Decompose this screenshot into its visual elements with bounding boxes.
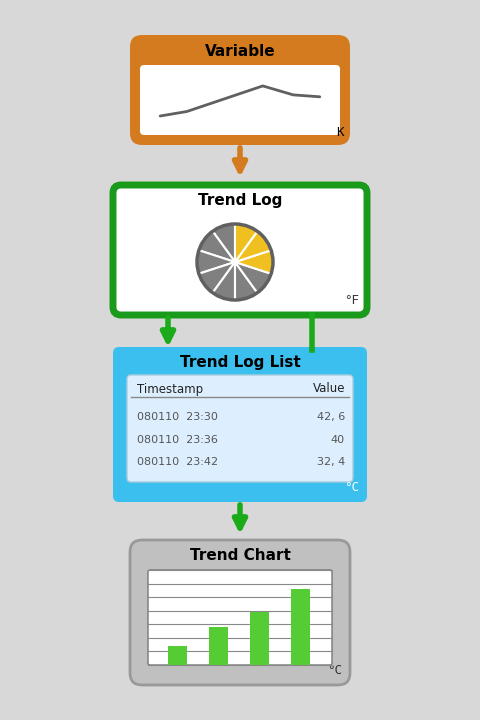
Text: Trend Chart: Trend Chart: [190, 549, 290, 564]
Text: 32, 4: 32, 4: [317, 457, 345, 467]
Polygon shape: [235, 262, 271, 293]
FancyBboxPatch shape: [127, 375, 353, 482]
Polygon shape: [213, 262, 235, 300]
Polygon shape: [213, 224, 235, 262]
Polygon shape: [235, 262, 257, 300]
Bar: [209, 627, 228, 665]
Text: 42, 6: 42, 6: [317, 413, 345, 423]
Text: 080110  23:42: 080110 23:42: [137, 457, 218, 467]
Text: Variable: Variable: [204, 43, 276, 58]
Polygon shape: [235, 231, 271, 262]
Text: 080110  23:36: 080110 23:36: [137, 435, 218, 445]
Text: °F: °F: [344, 294, 359, 307]
FancyBboxPatch shape: [130, 540, 350, 685]
Polygon shape: [199, 262, 235, 293]
Text: K: K: [336, 126, 344, 139]
Text: Value: Value: [312, 382, 345, 395]
Bar: [291, 589, 310, 665]
Bar: [250, 612, 269, 665]
Text: 40: 40: [331, 435, 345, 445]
FancyBboxPatch shape: [130, 35, 350, 145]
Text: 080110  23:30: 080110 23:30: [137, 413, 218, 423]
Text: Trend Log List: Trend Log List: [180, 356, 300, 371]
Polygon shape: [197, 251, 235, 274]
Polygon shape: [199, 231, 235, 262]
Bar: [168, 646, 187, 665]
Text: °C: °C: [344, 481, 359, 494]
Text: Timestamp: Timestamp: [137, 382, 203, 395]
Text: Trend Log: Trend Log: [198, 194, 282, 209]
FancyBboxPatch shape: [113, 347, 367, 502]
FancyBboxPatch shape: [140, 65, 340, 135]
FancyBboxPatch shape: [148, 570, 332, 665]
Text: °C: °C: [327, 664, 342, 677]
FancyBboxPatch shape: [113, 185, 367, 315]
Polygon shape: [235, 224, 257, 262]
Polygon shape: [235, 251, 273, 274]
